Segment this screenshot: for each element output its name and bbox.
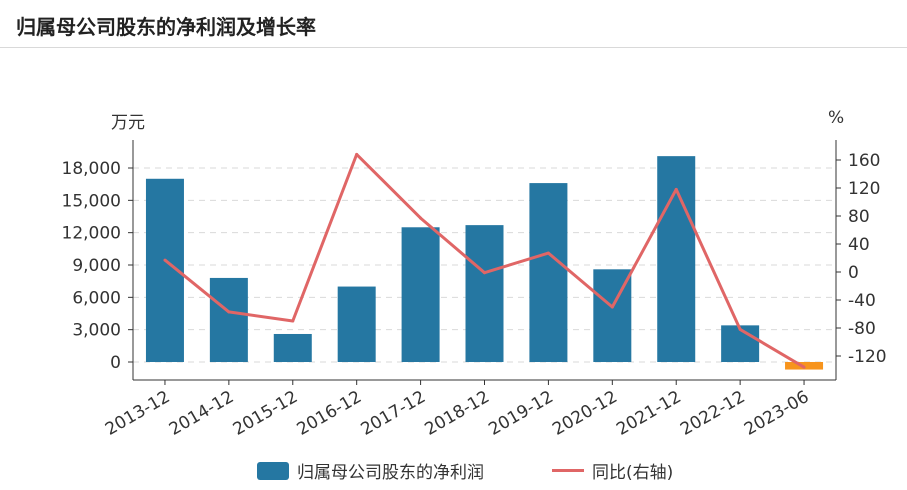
right-axis-tick-label: 80 (848, 207, 870, 227)
x-axis-category-label: 2016-12 (294, 387, 366, 440)
legend-label-yoy: 同比(右轴) (592, 463, 674, 483)
bar-2014-12 (209, 277, 248, 362)
yoy-point-2023-06 (802, 365, 806, 369)
yoy-point-2017-12 (419, 216, 423, 220)
yoy-point-2018-12 (483, 271, 486, 275)
yoy-point-2016-12 (355, 152, 359, 156)
bar-2017-12 (401, 227, 440, 362)
right-axis-tick-label: -120 (848, 347, 887, 367)
legend-bar-swatch (257, 461, 289, 480)
x-axis-category-label: 2022-12 (677, 387, 749, 440)
right-axis-tick-label: 120 (848, 179, 880, 199)
left-axis-tick-label: 9,000 (72, 256, 121, 276)
right-axis-tick-label: 160 (848, 151, 880, 171)
bar-2018-12 (465, 225, 504, 362)
left-axis-tick-label: 0 (110, 353, 121, 373)
legend-line-swatch (552, 469, 584, 472)
left-axis-tick-label: 12,000 (62, 224, 121, 244)
legend-label-net-profit: 归属母公司股东的净利润 (297, 463, 484, 483)
chart-title: 归属母公司股东的净利润及增长率 (16, 15, 316, 39)
bar-2016-12 (337, 286, 376, 362)
yoy-point-2013-12 (163, 258, 167, 262)
left-axis-tick-label: 15,000 (62, 191, 121, 211)
yoy-point-2015-12 (291, 319, 295, 323)
x-axis-category-label: 2021-12 (613, 387, 685, 440)
yoy-point-2022-12 (738, 327, 742, 331)
left-axis-tick-label: 18,000 (62, 159, 121, 179)
bar-2019-12 (529, 183, 568, 362)
x-axis-category-label: 2018-12 (421, 387, 493, 440)
x-axis-category-label: 2017-12 (358, 387, 430, 440)
chart-header: 归属母公司股东的净利润及增长率 (0, 0, 907, 48)
x-axis-category-label: 2015-12 (230, 387, 302, 440)
legend-item-net-profit[interactable]: 归属母公司股东的净利润 (257, 458, 484, 483)
x-axis-category-label: 2023-06 (741, 387, 813, 440)
x-axis-category-label: 2019-12 (485, 387, 557, 440)
profit-growth-chart: 0 3,000 6,000 9,000 12,000 15,000 18,000 -120 -8… (62, 140, 887, 440)
x-axis-category-label: 2020-12 (549, 387, 621, 440)
left-axis-tick-label: 3,000 (72, 321, 121, 341)
x-axis-category-label: 2014-12 (166, 387, 238, 440)
right-axis-tick-label: -40 (848, 291, 876, 311)
left-axis-tick-label: 6,000 (72, 288, 121, 308)
right-axis-unit: % (828, 108, 845, 128)
bar-2021-12 (657, 156, 696, 362)
right-axis-tick-label: 40 (848, 235, 870, 255)
chart-legend: 归属母公司股东的净利润 同比(右轴) (0, 458, 907, 484)
left-axis-unit: 万元 (111, 113, 145, 133)
yoy-point-2020-12 (610, 305, 614, 309)
yoy-point-2019-12 (546, 251, 550, 255)
yoy-point-2021-12 (674, 187, 678, 191)
yoy-point-2014-12 (227, 310, 231, 314)
bar-2015-12 (273, 333, 312, 362)
right-axis-tick-label: -80 (848, 319, 876, 339)
right-axis-tick-label: 0 (848, 263, 859, 283)
bar-2022-12 (721, 325, 760, 362)
x-axis-category-label: 2013-12 (102, 387, 174, 440)
legend-item-yoy[interactable]: 同比(右轴) (552, 458, 673, 483)
